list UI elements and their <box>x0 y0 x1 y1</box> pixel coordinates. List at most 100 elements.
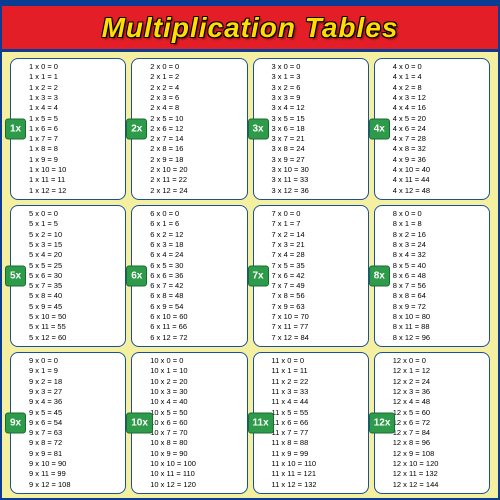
table-card-1: 1x1 x 0 = 01 x 1 = 11 x 2 = 21 x 3 = 31 … <box>10 58 126 200</box>
table-row: 10 x 6 = 60 <box>150 418 242 428</box>
table-row: 12 x 12 = 144 <box>393 480 485 490</box>
table-row: 12 x 4 = 48 <box>393 397 485 407</box>
table-row: 6 x 0 = 0 <box>150 209 242 219</box>
table-row: 2 x 3 = 6 <box>150 93 242 103</box>
table-row: 3 x 12 = 36 <box>272 186 364 196</box>
table-row: 6 x 10 = 60 <box>150 312 242 322</box>
table-row: 11 x 12 = 132 <box>272 480 364 490</box>
table-card-8: 8x8 x 0 = 08 x 1 = 88 x 2 = 168 x 3 = 24… <box>374 205 490 347</box>
table-row: 2 x 10 = 20 <box>150 165 242 175</box>
table-badge: 2x <box>126 119 147 140</box>
table-card-9: 9x9 x 0 = 09 x 1 = 99 x 2 = 189 x 3 = 27… <box>10 352 126 494</box>
table-row: 5 x 5 = 25 <box>29 261 121 271</box>
table-badge: 11x <box>248 413 274 434</box>
table-row: 12 x 0 = 0 <box>393 356 485 366</box>
table-row: 5 x 8 = 40 <box>29 291 121 301</box>
table-row: 10 x 3 = 30 <box>150 387 242 397</box>
table-row: 8 x 1 = 8 <box>393 219 485 229</box>
table-row: 2 x 11 = 22 <box>150 175 242 185</box>
table-row: 7 x 5 = 35 <box>272 261 364 271</box>
table-row: 9 x 7 = 63 <box>29 428 121 438</box>
table-row: 4 x 8 = 32 <box>393 144 485 154</box>
table-row: 9 x 8 = 72 <box>29 438 121 448</box>
table-row: 7 x 12 = 84 <box>272 333 364 343</box>
table-row: 11 x 10 = 110 <box>272 459 364 469</box>
table-row: 9 x 9 = 81 <box>29 449 121 459</box>
table-row: 1 x 0 = 0 <box>29 62 121 72</box>
table-card-11: 11x11 x 0 = 011 x 1 = 1111 x 2 = 2211 x … <box>253 352 369 494</box>
table-row: 5 x 11 = 55 <box>29 322 121 332</box>
table-row: 11 x 7 = 77 <box>272 428 364 438</box>
table-row: 6 x 5 = 30 <box>150 261 242 271</box>
table-row: 4 x 4 = 16 <box>393 103 485 113</box>
table-row: 6 x 4 = 24 <box>150 250 242 260</box>
table-row: 1 x 6 = 6 <box>29 124 121 134</box>
table-row: 1 x 8 = 8 <box>29 144 121 154</box>
table-row: 3 x 8 = 24 <box>272 144 364 154</box>
table-row: 10 x 9 = 90 <box>150 449 242 459</box>
table-row: 11 x 3 = 33 <box>272 387 364 397</box>
table-row: 7 x 3 = 21 <box>272 240 364 250</box>
table-row: 11 x 5 = 55 <box>272 408 364 418</box>
table-row: 4 x 11 = 44 <box>393 175 485 185</box>
table-row: 5 x 4 = 20 <box>29 250 121 260</box>
table-card-5: 5x5 x 0 = 05 x 1 = 55 x 2 = 105 x 3 = 15… <box>10 205 126 347</box>
poster-title: Multiplication Tables <box>102 12 399 44</box>
table-row: 8 x 9 = 72 <box>393 302 485 312</box>
table-badge: 7x <box>248 266 269 287</box>
table-row: 2 x 12 = 24 <box>150 186 242 196</box>
table-row: 4 x 12 = 48 <box>393 186 485 196</box>
table-row: 5 x 7 = 35 <box>29 281 121 291</box>
table-row: 3 x 0 = 0 <box>272 62 364 72</box>
table-badge: 8x <box>369 266 390 287</box>
table-row: 10 x 11 = 110 <box>150 469 242 479</box>
table-row: 1 x 10 = 10 <box>29 165 121 175</box>
table-row: 12 x 1 = 12 <box>393 366 485 376</box>
table-row: 5 x 1 = 5 <box>29 219 121 229</box>
table-row: 9 x 2 = 18 <box>29 377 121 387</box>
table-row: 10 x 0 = 0 <box>150 356 242 366</box>
table-row: 9 x 4 = 36 <box>29 397 121 407</box>
table-row: 1 x 12 = 12 <box>29 186 121 196</box>
table-row: 6 x 12 = 72 <box>150 333 242 343</box>
table-row: 9 x 3 = 27 <box>29 387 121 397</box>
table-row: 8 x 7 = 56 <box>393 281 485 291</box>
table-row: 8 x 6 = 48 <box>393 271 485 281</box>
table-row: 7 x 11 = 77 <box>272 322 364 332</box>
table-row: 3 x 3 = 9 <box>272 93 364 103</box>
table-row: 6 x 7 = 42 <box>150 281 242 291</box>
table-row: 5 x 12 = 60 <box>29 333 121 343</box>
table-row: 1 x 1 = 1 <box>29 72 121 82</box>
table-card-2: 2x2 x 0 = 02 x 1 = 22 x 2 = 42 x 3 = 62 … <box>131 58 247 200</box>
table-row: 9 x 0 = 0 <box>29 356 121 366</box>
table-badge: 5x <box>5 266 26 287</box>
table-row: 9 x 6 = 54 <box>29 418 121 428</box>
table-row: 12 x 3 = 36 <box>393 387 485 397</box>
tables-grid: 1x1 x 0 = 01 x 1 = 11 x 2 = 21 x 3 = 31 … <box>2 52 498 500</box>
table-row: 7 x 9 = 63 <box>272 302 364 312</box>
table-row: 4 x 0 = 0 <box>393 62 485 72</box>
table-row: 4 x 6 = 24 <box>393 124 485 134</box>
table-row: 2 x 4 = 8 <box>150 103 242 113</box>
table-row: 10 x 12 = 120 <box>150 480 242 490</box>
table-row: 4 x 7 = 28 <box>393 134 485 144</box>
table-row: 10 x 5 = 50 <box>150 408 242 418</box>
table-badge: 6x <box>126 266 147 287</box>
table-row: 3 x 4 = 12 <box>272 103 364 113</box>
table-row: 12 x 5 = 60 <box>393 408 485 418</box>
table-row: 10 x 1 = 10 <box>150 366 242 376</box>
table-row: 2 x 5 = 10 <box>150 114 242 124</box>
table-row: 1 x 11 = 11 <box>29 175 121 185</box>
table-row: 3 x 1 = 3 <box>272 72 364 82</box>
table-row: 10 x 2 = 20 <box>150 377 242 387</box>
table-row: 2 x 0 = 0 <box>150 62 242 72</box>
table-row: 12 x 2 = 24 <box>393 377 485 387</box>
table-row: 1 x 5 = 5 <box>29 114 121 124</box>
table-row: 4 x 10 = 40 <box>393 165 485 175</box>
table-row: 2 x 9 = 18 <box>150 155 242 165</box>
table-row: 8 x 2 = 16 <box>393 230 485 240</box>
table-row: 10 x 7 = 70 <box>150 428 242 438</box>
table-row: 2 x 8 = 16 <box>150 144 242 154</box>
table-row: 9 x 11 = 99 <box>29 469 121 479</box>
table-card-12: 12x12 x 0 = 012 x 1 = 1212 x 2 = 2412 x … <box>374 352 490 494</box>
